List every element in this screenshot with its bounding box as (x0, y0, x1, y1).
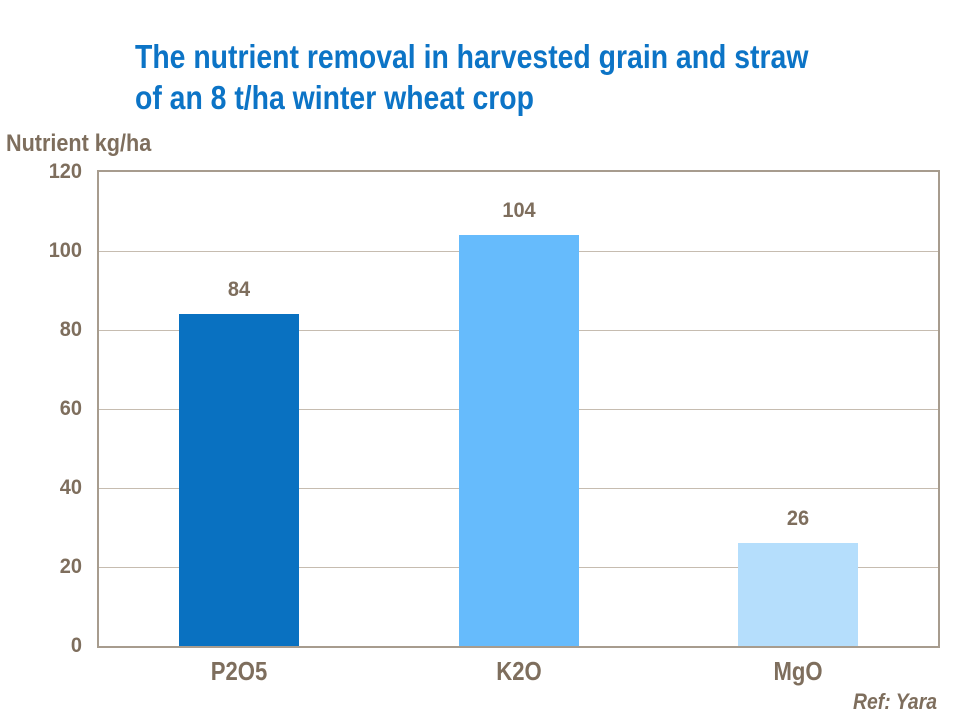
y-tick-label: 60 (59, 397, 82, 420)
bar-value-label: 84 (227, 278, 250, 302)
x-tick-label: K2O (495, 656, 542, 686)
bar-k2o (458, 235, 579, 646)
reference-text: Ref: Yara (853, 689, 937, 714)
bar-p2o5 (178, 314, 299, 646)
y-tick-label: 40 (59, 476, 82, 499)
y-tick-label: 80 (59, 318, 82, 341)
chart-title-line-2: of an 8 t/ha winter wheat crop (135, 79, 534, 116)
y-tick-label: 20 (59, 555, 82, 578)
plot-area: 84 104 26 (97, 170, 940, 648)
chart-title: The nutrient removal in harvested grain … (135, 36, 808, 118)
bar-value-label: 26 (787, 507, 810, 531)
x-tick-label: MgO (773, 656, 823, 686)
y-tick-label: 120 (48, 160, 82, 183)
y-tick-label: 0 (70, 634, 82, 657)
bar-value-label: 104 (501, 199, 536, 223)
y-tick-label: 100 (48, 239, 82, 262)
x-tick-label: P2O5 (210, 656, 268, 686)
y-axis-title: Nutrient kg/ha (6, 130, 152, 157)
chart-title-line-1: The nutrient removal in harvested grain … (135, 38, 809, 75)
bar-mgo (738, 543, 859, 646)
